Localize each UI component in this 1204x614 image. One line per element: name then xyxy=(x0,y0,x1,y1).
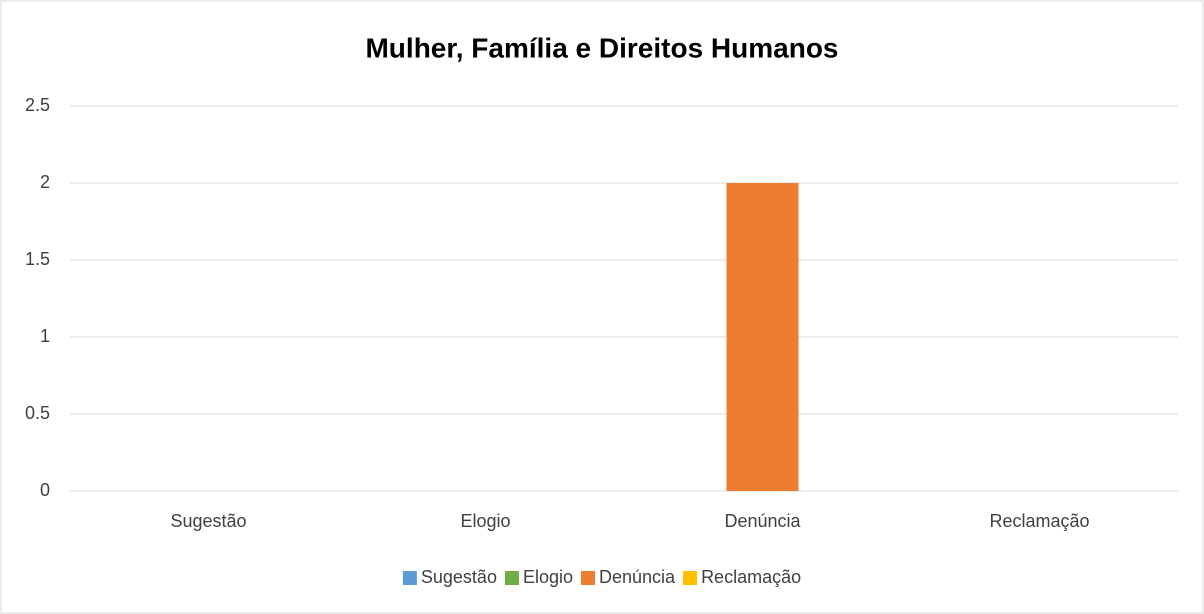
legend-swatch xyxy=(504,571,519,585)
legend-label: Elogio xyxy=(523,567,573,587)
x-tick-label: Elogio xyxy=(460,511,510,531)
chart-title: Mulher, Família e Direitos Humanos xyxy=(365,32,838,63)
y-tick-label: 2 xyxy=(40,172,50,192)
y-tick-label: 0.5 xyxy=(25,403,50,423)
x-tick-label: Reclamação xyxy=(989,511,1089,531)
legend-label: Reclamação xyxy=(701,567,801,587)
legend-swatch xyxy=(402,571,417,585)
legend-label: Denúncia xyxy=(599,567,676,587)
x-tick-label: Denúncia xyxy=(724,511,801,531)
y-tick-label: 0 xyxy=(40,480,50,500)
legend-swatch xyxy=(683,571,698,585)
y-tick-label: 1.5 xyxy=(25,249,50,269)
bar xyxy=(726,183,799,491)
y-tick-label: 1 xyxy=(40,326,50,346)
y-tick-label: 2.5 xyxy=(25,95,50,115)
legend-swatch xyxy=(581,571,595,585)
legend-label: Sugestão xyxy=(421,567,497,587)
x-tick-label: Sugestão xyxy=(170,511,246,531)
